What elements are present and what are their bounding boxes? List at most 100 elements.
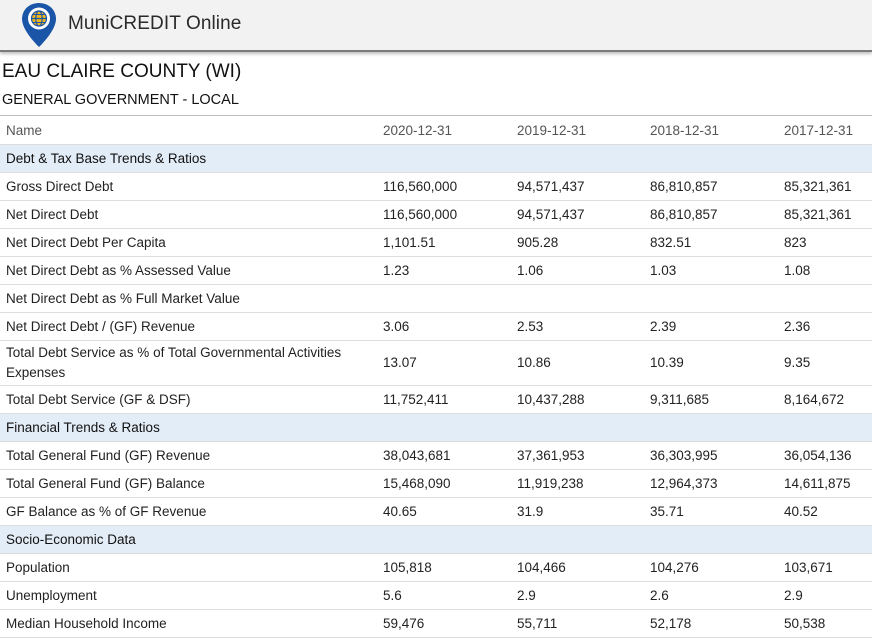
metric-value-cell: 10,437,288 — [511, 385, 644, 414]
metric-value-cell: 1.23 — [377, 256, 511, 285]
metric-value-cell: 10.39 — [644, 340, 778, 386]
metric-value-cell — [511, 284, 644, 313]
metric-value-cell: 36,054,136 — [778, 441, 872, 470]
metric-value-cell: 9,311,685 — [644, 385, 778, 414]
table-row: Net Direct Debt / (GF) Revenue 3.06 2.53 2.… — [0, 312, 872, 341]
metric-value-cell: 86,810,857 — [644, 172, 778, 201]
metric-value-cell: 1.06 — [511, 256, 644, 285]
metric-value-cell: 94,571,437 — [511, 200, 644, 229]
section-title: Debt & Tax Base Trends & Ratios — [0, 144, 872, 173]
metric-name: Gross Direct Debt — [0, 172, 377, 201]
section-title: Financial Trends & Ratios — [0, 413, 872, 442]
metric-value-cell: 36,303,995 — [644, 441, 778, 470]
metric-name: Net Direct Debt — [0, 200, 377, 229]
metric-name: Net Direct Debt Per Capita — [0, 228, 377, 257]
table-row: GF Balance as % of GF Revenue 40.65 31.9 35… — [0, 497, 872, 526]
entity-category: GENERAL GOVERNMENT - LOCAL — [2, 92, 239, 108]
metric-value-cell: 94,571,437 — [511, 172, 644, 201]
metric-value-cell: 116,560,000 — [377, 172, 511, 201]
app-title[interactable]: MuniCREDIT Online — [68, 13, 242, 34]
metric-value-cell: 905.28 — [511, 228, 644, 257]
metric-value-cell: 35.71 — [644, 497, 778, 526]
metric-value-cell: 40.65 — [377, 497, 511, 526]
section-title: Socio-Economic Data — [0, 525, 872, 554]
metric-value-cell: 2.6 — [644, 581, 778, 610]
metric-value-cell: 2.9 — [511, 581, 644, 610]
table-row: Net Direct Debt as % Assessed Value 1.23 1… — [0, 256, 872, 285]
globe-map-pin-icon[interactable] — [20, 2, 58, 48]
metric-name: Total Debt Service as % of Total Governm… — [0, 340, 377, 386]
section-header-row: Financial Trends & Ratios — [0, 413, 872, 442]
table-header-row: Name 2020-12-31 2019-12-31 2018-12-31 20… — [0, 116, 872, 145]
column-header-2020[interactable]: 2020-12-31 — [377, 116, 511, 145]
metric-value-cell: 15,468,090 — [377, 469, 511, 498]
metric-value-cell: 85,321,361 — [778, 172, 872, 201]
metric-name: Net Direct Debt / (GF) Revenue — [0, 312, 377, 341]
column-header-2017[interactable]: 2017-12-31 — [778, 116, 872, 145]
metric-value-cell: 832.51 — [644, 228, 778, 257]
metric-value-cell: 37,361,953 — [511, 441, 644, 470]
metric-value-cell: 86,810,857 — [644, 200, 778, 229]
metric-value-cell: 3.06 — [377, 312, 511, 341]
metric-value-cell: 38,043,681 — [377, 441, 511, 470]
metric-value-cell: 2.36 — [778, 312, 872, 341]
metric-name: Total Debt Service (GF & DSF) — [0, 385, 377, 414]
metric-value-cell: 8,164,672 — [778, 385, 872, 414]
metric-value-cell: 13.07 — [377, 340, 511, 386]
metric-value-cell: 52,178 — [644, 609, 778, 638]
metric-value-cell: 104,276 — [644, 553, 778, 582]
table-row: Gross Direct Debt 116,560,000 94,571,437 86… — [0, 172, 872, 201]
section-header-row: Socio-Economic Data — [0, 525, 872, 554]
metric-value-cell: 55,711 — [511, 609, 644, 638]
metric-value-cell: 105,818 — [377, 553, 511, 582]
metric-value-cell: 50,538 — [778, 609, 872, 638]
metric-value-cell: 1,101.51 — [377, 228, 511, 257]
table-row: Median Household Income 59,476 55,711 52,17… — [0, 609, 872, 638]
metric-value-cell: 116,560,000 — [377, 200, 511, 229]
metric-value-cell: 11,752,411 — [377, 385, 511, 414]
metric-value-cell — [644, 284, 778, 313]
metric-name: Net Direct Debt as % Full Market Value — [0, 284, 377, 313]
table-row: Total General Fund (GF) Balance 15,468,09… — [0, 469, 872, 498]
metric-value-cell: 5.6 — [377, 581, 511, 610]
metric-value-cell: 2.39 — [644, 312, 778, 341]
table-row: Net Direct Debt 116,560,000 94,571,437 86,8… — [0, 200, 872, 229]
metric-value-cell: 1.08 — [778, 256, 872, 285]
column-header-name[interactable]: Name — [0, 116, 377, 145]
metric-name: Net Direct Debt as % Assessed Value — [0, 256, 377, 285]
entity-name: EAU CLAIRE COUNTY (WI) — [2, 61, 242, 82]
metric-value-cell: 104,466 — [511, 553, 644, 582]
metric-value-cell: 9.35 — [778, 340, 872, 386]
table-row: Net Direct Debt as % Full Market Value — [0, 284, 872, 313]
table-row: Total Debt Service as % of Total Governm… — [0, 340, 872, 386]
metric-name: Median Household Income — [0, 609, 377, 638]
column-header-2019[interactable]: 2019-12-31 — [511, 116, 644, 145]
financial-data-table: Name 2020-12-31 2019-12-31 2018-12-31 20… — [0, 115, 872, 638]
table-row: Net Direct Debt Per Capita 1,101.51 905.28… — [0, 228, 872, 257]
table-row: Total General Fund (GF) Revenue 38,043,68… — [0, 441, 872, 470]
metric-value-cell: 14,611,875 — [778, 469, 872, 498]
metric-value-cell: 2.9 — [778, 581, 872, 610]
metric-value-cell: 1.03 — [644, 256, 778, 285]
metric-value-cell — [377, 284, 511, 313]
metric-value-cell: 823 — [778, 228, 872, 257]
section-header-row: Debt & Tax Base Trends & Ratios — [0, 144, 872, 173]
metric-value-cell: 85,321,361 — [778, 200, 872, 229]
metric-value-cell: 11,919,238 — [511, 469, 644, 498]
app-header: MuniCREDIT Online — [0, 0, 872, 52]
metric-name: Unemployment — [0, 581, 377, 610]
metric-name: Population — [0, 553, 377, 582]
table-row: Population 105,818 104,466 104,276 103,671 — [0, 553, 872, 582]
metric-value-cell: 59,476 — [377, 609, 511, 638]
metric-value-cell: 103,671 — [778, 553, 872, 582]
metric-name: Total General Fund (GF) Revenue — [0, 441, 377, 470]
table-row: Unemployment 5.6 2.9 2.6 2.9 — [0, 581, 872, 610]
metric-name: Total General Fund (GF) Balance — [0, 469, 377, 498]
table-row: Total Debt Service (GF & DSF) 11,752,411 1… — [0, 385, 872, 414]
metric-value-cell: 12,964,373 — [644, 469, 778, 498]
metric-name: GF Balance as % of GF Revenue — [0, 497, 377, 526]
metric-value-cell: 10.86 — [511, 340, 644, 386]
metric-value-cell: 40.52 — [778, 497, 872, 526]
column-header-2018[interactable]: 2018-12-31 — [644, 116, 778, 145]
metric-value-cell — [778, 284, 872, 313]
